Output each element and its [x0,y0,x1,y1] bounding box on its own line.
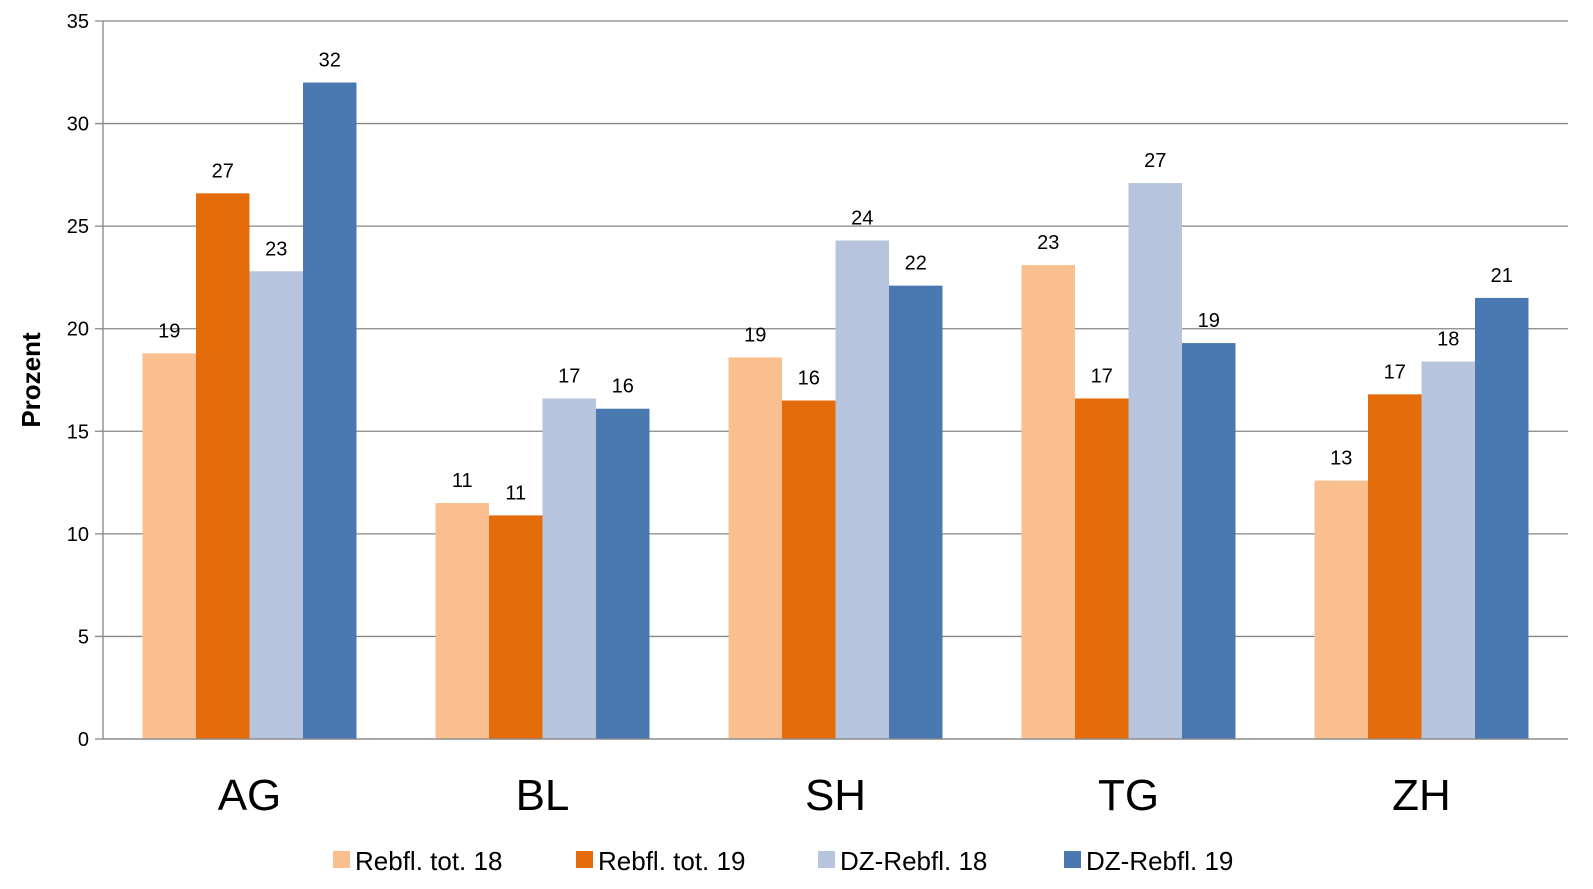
bar-ag-series-4 [303,82,357,740]
y-tick-label: 0 [78,729,89,751]
y-tick-label: 5 [78,626,89,648]
legend-swatch [818,851,835,868]
data-label: 19 [158,320,180,342]
bar-sh-series-1 [728,357,782,739]
bar-bl-series-4 [596,408,650,739]
data-label: 22 [905,253,927,275]
data-label: 23 [1037,232,1059,254]
data-labels: 19 27 23 32 11 11 17 16 19 16 24 22 23 17 27 19 13 17 18 21 [158,50,1513,505]
bar-zh-series-3 [1421,361,1475,739]
bar-ag-series-1 [142,353,196,739]
bars [142,82,1529,740]
data-label: 17 [1091,365,1113,387]
bar-bl-series-1 [435,503,489,739]
legend-swatch [576,851,593,868]
legend-label: DZ-Rebfl. 18 [840,846,987,876]
data-label: 17 [558,365,580,387]
data-label: 19 [1198,310,1220,332]
bar-ag-series-3 [249,271,303,739]
bar-bl-series-2 [489,515,543,739]
x-category-label: AG [218,771,282,820]
x-category-label: TG [1098,771,1159,820]
bar-sh-series-4 [889,285,943,739]
y-tick-label: 30 [67,114,89,136]
data-label: 17 [1384,361,1406,383]
y-tick-label: 35 [67,11,89,33]
y-tick-label: 15 [67,421,89,443]
bar-sh-series-3 [835,240,889,739]
bar-bl-series-3 [542,398,596,739]
bar-tg-series-3 [1128,183,1182,739]
data-label: 11 [452,470,473,492]
x-category-label: BL [516,771,570,820]
data-label: 13 [1330,448,1352,470]
x-category-label: SH [805,771,866,820]
bar-zh-series-1 [1314,480,1368,739]
data-label: 11 [505,482,526,504]
legend-swatch [333,851,350,868]
y-tick-label: 25 [67,216,89,238]
x-category-labels: AG BL SH TG ZH [218,771,1451,820]
legend-label: Rebfl. tot. 18 [355,846,502,876]
y-tick-labels: 0 5 10 15 20 25 30 35 [67,11,89,751]
bar-tg-series-1 [1021,265,1075,739]
data-label: 16 [798,368,820,390]
bar-tg-series-2 [1075,398,1129,739]
legend-label: Rebfl. tot. 19 [598,846,745,876]
data-label: 21 [1491,265,1513,287]
y-tick-label: 10 [67,524,89,546]
data-label: 23 [265,238,287,260]
y-tick-label: 20 [67,319,89,341]
data-label: 27 [1144,150,1166,172]
axes [102,21,1568,740]
bar-sh-series-2 [782,400,836,739]
data-label: 27 [212,160,234,182]
legend-swatch [1064,851,1081,868]
data-label: 18 [1437,329,1459,351]
bar-zh-series-2 [1368,394,1422,739]
data-label: 32 [319,50,341,72]
data-label: 24 [851,208,873,230]
bar-zh-series-4 [1475,297,1529,739]
data-label: 16 [612,376,634,398]
data-label: 19 [744,324,766,346]
bar-tg-series-4 [1182,343,1236,739]
bar-ag-series-2 [196,193,250,739]
legend-label: DZ-Rebfl. 19 [1086,846,1233,876]
x-category-label: ZH [1392,771,1451,820]
legend: Rebfl. tot. 18 Rebfl. tot. 19 DZ-Rebfl. 18… [333,846,1233,876]
y-axis-label: Prozent [16,332,46,428]
